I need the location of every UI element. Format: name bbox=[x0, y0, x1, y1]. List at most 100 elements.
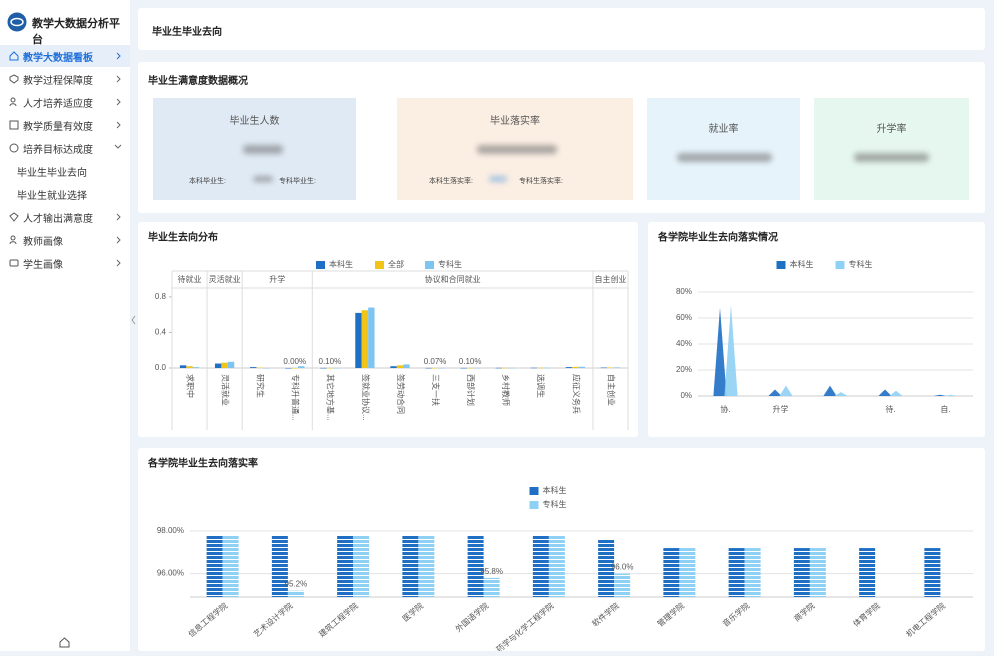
bar bbox=[572, 366, 579, 368]
chart-card: 各学院毕业生去向落实情况 0% 20% 40% 60% 80% 协. 升学 待. 自. 本科生 专科生 bbox=[648, 222, 985, 437]
kpi-detail: 专科毕业生: bbox=[279, 178, 316, 185]
bar bbox=[320, 367, 327, 369]
kpi-label: 升学率 bbox=[876, 124, 907, 135]
menu-label: 人才输出满意度 bbox=[23, 213, 93, 225]
sidebar: 教学大数据分析平台 教学大数据看板 教学过程保障度 人才培养适应度 教学质量有效… bbox=[0, 0, 130, 651]
x-tick-label: 软件学院 bbox=[590, 600, 621, 628]
bar bbox=[355, 312, 362, 368]
x-tick-label: 商学院 bbox=[792, 600, 817, 623]
y-tick-label: 0.8 bbox=[155, 292, 167, 301]
chart-title: 各学院毕业生去向落实率 bbox=[147, 457, 258, 470]
submenu-item[interactable]: 毕业生毕业去向 bbox=[0, 160, 130, 182]
value-label: 0.00% bbox=[283, 357, 306, 366]
y-tick-label: 98.00% bbox=[157, 526, 184, 535]
bar bbox=[744, 548, 761, 597]
value-label: 0.10% bbox=[319, 357, 342, 366]
bar bbox=[537, 367, 544, 369]
bar bbox=[543, 367, 550, 369]
value-label: 96.0% bbox=[611, 563, 634, 572]
kpi-card: 毕业落实率 本科生落实率: 专科生落实率: bbox=[397, 98, 633, 200]
bar bbox=[337, 535, 354, 597]
bar bbox=[256, 367, 263, 369]
x-tick-label: 建筑工程学院 bbox=[317, 600, 360, 639]
legend-swatch bbox=[375, 261, 384, 269]
bar bbox=[809, 548, 826, 597]
menu-label: 学生画像 bbox=[23, 259, 63, 271]
menu-label: 毕业生毕业去向 bbox=[17, 167, 87, 179]
bar bbox=[613, 367, 621, 368]
header-card: 毕业生毕业去向 bbox=[138, 8, 985, 50]
app-title: 教学大数据分析平台 bbox=[32, 18, 120, 46]
kpi-detail: 专科生落实率: bbox=[519, 178, 563, 185]
area-peak bbox=[768, 389, 782, 396]
bar bbox=[565, 367, 573, 368]
bar bbox=[192, 367, 200, 368]
x-tick-label: 自主创业 bbox=[606, 374, 616, 406]
bar bbox=[227, 361, 235, 368]
kpi-detail: 本科生落实率: bbox=[429, 178, 473, 185]
bar bbox=[438, 367, 445, 369]
legend-label: 专科生 bbox=[849, 259, 873, 269]
y-tick-label: 20% bbox=[676, 365, 692, 374]
legend-swatch bbox=[776, 261, 786, 269]
bar bbox=[467, 535, 484, 597]
bar bbox=[271, 535, 288, 597]
x-tick-label: 药学与化学工程学院 bbox=[494, 600, 556, 651]
collapse-handle[interactable] bbox=[130, 310, 136, 330]
menu-item[interactable]: 教学质量有效度 bbox=[0, 114, 130, 136]
bar bbox=[859, 548, 876, 597]
group-label: 待就业 bbox=[178, 274, 202, 284]
menu-item[interactable]: 培养目标达成度 bbox=[0, 137, 130, 159]
kpi-card: 升学率 bbox=[814, 98, 969, 200]
area-peak bbox=[724, 305, 738, 396]
bar bbox=[607, 367, 614, 368]
legend-label: 专科生 bbox=[438, 259, 462, 269]
bar bbox=[214, 363, 222, 368]
x-tick-label: 管理学院 bbox=[655, 600, 686, 628]
bar bbox=[418, 535, 435, 597]
x-tick-label: 体育学院 bbox=[851, 600, 882, 628]
x-tick-label: 机电工程学院 bbox=[904, 600, 947, 639]
menu-label: 毕业生就业选择 bbox=[17, 190, 87, 202]
kpi-card: 毕业生人数 本科毕业生: 专科毕业生: bbox=[153, 98, 356, 200]
menu-item[interactable]: 学生画像 bbox=[0, 252, 130, 274]
area-peak bbox=[834, 392, 848, 396]
y-tick-label: 80% bbox=[676, 287, 692, 296]
area-peak bbox=[823, 385, 837, 396]
y-tick-label: 40% bbox=[676, 339, 692, 348]
bar bbox=[222, 535, 239, 597]
chart: 各学院毕业生去向落实情况 0% 20% 40% 60% 80% 协. 升学 待. 自. 本科生 专科生 bbox=[657, 231, 973, 414]
area-peak bbox=[933, 394, 947, 396]
bar bbox=[483, 577, 500, 597]
bar bbox=[390, 366, 397, 368]
area-peak bbox=[713, 307, 727, 396]
legend-swatch bbox=[316, 261, 325, 269]
home-icon[interactable] bbox=[59, 637, 70, 648]
menu-item[interactable]: 人才培养适应度 bbox=[0, 91, 130, 113]
x-tick-label: 签劳动合同 bbox=[396, 374, 406, 414]
bar bbox=[206, 535, 223, 597]
bar bbox=[532, 535, 549, 597]
menu-item[interactable]: 教学大数据看板 bbox=[0, 45, 130, 67]
bar bbox=[473, 367, 480, 369]
menu-label: 教学大数据看板 bbox=[23, 52, 93, 64]
value-label: 95.2% bbox=[285, 580, 308, 589]
bar bbox=[508, 367, 515, 369]
legend-label: 本科生 bbox=[543, 485, 567, 495]
submenu-item[interactable]: 毕业生就业选择 bbox=[0, 183, 130, 205]
menu-item[interactable]: 教学过程保障度 bbox=[0, 68, 130, 90]
bar bbox=[728, 548, 745, 597]
bar bbox=[663, 548, 680, 597]
page-title: 毕业生毕业去向 bbox=[152, 27, 222, 38]
blurred-value bbox=[243, 145, 283, 154]
kpi-detail: 本科毕业生: bbox=[189, 178, 226, 185]
menu-item[interactable]: 教师画像 bbox=[0, 229, 130, 251]
bar bbox=[502, 367, 509, 369]
x-tick-label: 其它地方基... bbox=[326, 374, 336, 421]
bar bbox=[495, 367, 503, 369]
menu-item[interactable]: 人才输出满意度 bbox=[0, 206, 130, 228]
x-tick-label: 签就业协议... bbox=[361, 374, 371, 421]
bar bbox=[614, 573, 631, 597]
bar bbox=[793, 548, 810, 597]
y-tick-label: 0.4 bbox=[155, 328, 167, 337]
